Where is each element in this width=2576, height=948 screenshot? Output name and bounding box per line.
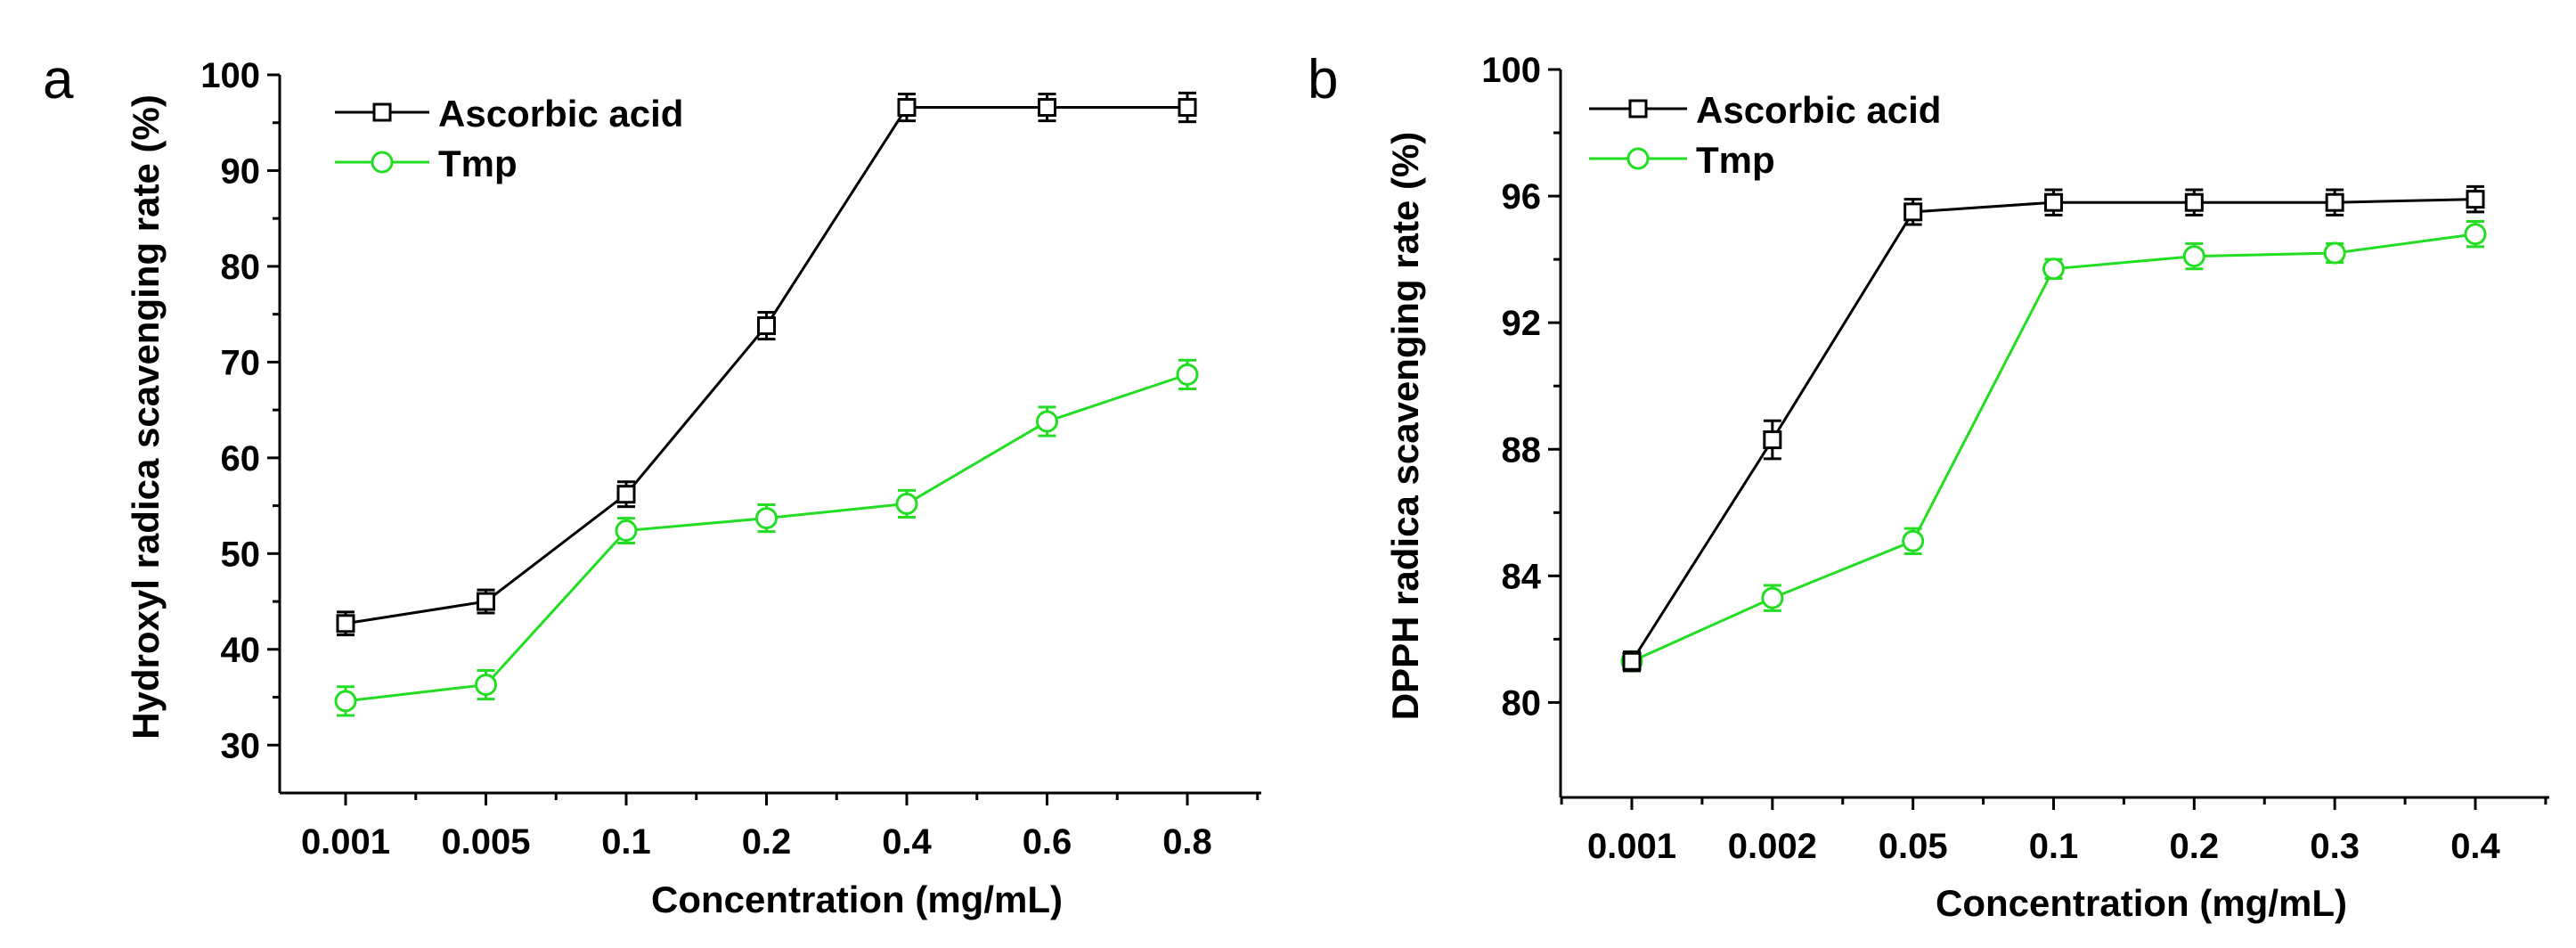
legend-label-tmp: Tmp — [1696, 139, 1775, 181]
y-tick-label: 92 — [1502, 304, 1542, 343]
data-point — [2184, 192, 2204, 212]
x-tick-label: 0.3 — [2310, 827, 2360, 866]
data-point — [755, 507, 778, 530]
data-point — [897, 98, 917, 118]
data-point — [757, 316, 776, 336]
data-point — [477, 592, 495, 611]
data-point — [1176, 363, 1199, 386]
y-tick-label: 30 — [221, 726, 261, 765]
data-point — [475, 674, 497, 697]
series-ascorbic-acid — [1622, 184, 2485, 673]
legend-label-ascorbic-acid: Ascorbic acid — [1696, 89, 1941, 131]
legend-label-ascorbic-acid: Ascorbic acid — [438, 93, 683, 135]
data-point — [336, 614, 355, 633]
y-tick-label: 90 — [221, 151, 261, 191]
x-tick-label: 0.8 — [1162, 822, 1212, 862]
y-tick-label: 60 — [221, 439, 261, 478]
data-point — [334, 690, 357, 713]
y-tick-label: 96 — [1502, 177, 1542, 217]
x-axis-title: Concentration (mg/mL) — [651, 879, 1063, 920]
panel-label: b — [1308, 49, 1338, 110]
legend-marker — [372, 102, 392, 122]
legend-label-tmp: Tmp — [438, 143, 518, 184]
y-axis-title: Hydroxyl radica scavenging rate (%) — [125, 94, 167, 740]
data-point — [1178, 98, 1197, 118]
y-tick-label: 50 — [221, 535, 261, 574]
y-tick-label: 84 — [1502, 557, 1542, 596]
y-tick-label: 80 — [1502, 683, 1542, 723]
x-tick-label: 0.2 — [742, 822, 792, 862]
x-axis-title: Concentration (mg/mL) — [1936, 882, 2347, 924]
series-line — [345, 372, 1188, 703]
panel-label: a — [43, 49, 74, 110]
x-tick-label: 0.05 — [1879, 827, 1948, 866]
data-point — [1036, 410, 1058, 433]
panel-b-dpph-chart: b Concentration (mg/mL) DPPH radica scav… — [1308, 49, 2549, 924]
data-point — [1902, 529, 1925, 552]
series-line — [345, 106, 1187, 625]
x-tick-label: 0.005 — [441, 822, 530, 862]
series-line — [1631, 233, 2476, 663]
data-point — [1763, 430, 1782, 450]
y-tick-label: 100 — [1481, 51, 1541, 90]
data-point — [2182, 245, 2205, 268]
y-tick-label: 70 — [221, 343, 261, 382]
y-tick-label: 88 — [1502, 430, 1542, 470]
x-tick-label: 0.001 — [1587, 827, 1676, 866]
y-tick-label: 80 — [221, 248, 261, 287]
x-tick-label: 0.4 — [2450, 827, 2500, 866]
data-point — [2042, 257, 2065, 281]
data-point — [2323, 241, 2346, 265]
legend-marker — [371, 151, 394, 174]
data-point — [1761, 586, 1784, 609]
y-tick-label: 100 — [200, 56, 260, 95]
series-tmp — [334, 358, 1199, 717]
data-point — [2464, 223, 2487, 246]
series-tmp — [1620, 220, 2487, 673]
legend-marker — [1628, 99, 1648, 118]
data-point — [2466, 190, 2485, 209]
x-tick-label: 0.4 — [882, 822, 932, 862]
y-axis-title: DPPH radica scavenging rate (%) — [1384, 132, 1426, 721]
data-point — [1038, 98, 1056, 118]
y-tick-label: 40 — [221, 631, 261, 670]
data-point — [895, 492, 918, 515]
legend-marker — [1626, 147, 1650, 170]
data-point — [1903, 202, 1923, 222]
x-tick-label: 0.1 — [2029, 827, 2079, 866]
data-point — [1622, 651, 1642, 671]
data-point — [615, 519, 638, 543]
data-point — [2044, 192, 2063, 212]
series-ascorbic-acid — [336, 91, 1197, 637]
x-tick-label: 0.6 — [1023, 822, 1072, 862]
x-tick-label: 0.002 — [1728, 827, 1817, 866]
data-point — [2325, 192, 2344, 212]
x-tick-label: 0.2 — [2170, 827, 2220, 866]
x-tick-label: 0.1 — [601, 822, 651, 862]
panel-a-hydroxyl-chart: a Concentration (mg/mL) Hydroxyl radica … — [43, 49, 1261, 920]
data-point — [616, 485, 636, 504]
x-tick-label: 0.001 — [301, 822, 390, 862]
